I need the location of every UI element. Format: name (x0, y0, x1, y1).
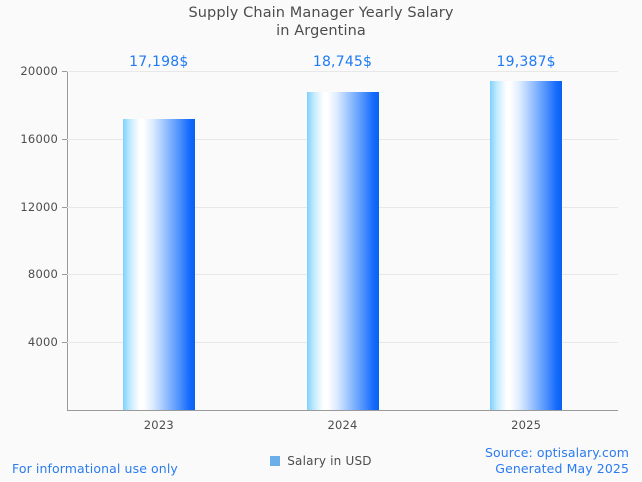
x-tick-label: 2024 (327, 418, 358, 432)
bar-value-label: 19,387$ (496, 54, 556, 70)
plot-area (67, 71, 618, 410)
x-axis-spine (67, 410, 618, 411)
footer-source: Source: optisalary.com (484, 445, 629, 460)
footer-disclaimer: For informational use only (12, 461, 178, 476)
y-tick-label: 4000 (27, 335, 58, 349)
bar-value-label: 18,745$ (312, 54, 373, 70)
footer-source-block: Source: optisalary.com Generated May 202… (485, 445, 629, 477)
x-tick-label: 2025 (511, 418, 542, 432)
y-tick-mark (62, 207, 67, 208)
legend-item-label: Salary in USD (287, 454, 372, 468)
chart-title: Supply Chain Manager Yearly Salary in Ar… (0, 4, 642, 40)
gridline (67, 71, 618, 72)
legend-swatch-icon (270, 456, 281, 466)
bar[interactable] (490, 81, 563, 410)
y-tick-label: 20000 (20, 64, 58, 78)
bar[interactable] (306, 92, 379, 410)
y-tick-mark (62, 139, 67, 140)
bar-value-label: 17,198$ (129, 54, 189, 70)
y-axis-spine (67, 71, 68, 411)
y-tick-mark (62, 274, 67, 275)
y-tick-label: 8000 (27, 267, 58, 281)
chart-legend: Salary in USD (0, 454, 642, 468)
chart-title-line-2: in Argentina (276, 23, 366, 39)
y-tick-mark (62, 342, 67, 343)
y-tick-label: 16000 (20, 132, 58, 146)
y-tick-mark (62, 71, 67, 72)
chart-title-line-1: Supply Chain Manager Yearly Salary (188, 5, 454, 21)
x-tick-label: 2023 (143, 418, 174, 432)
footer-generated: Generated May 2025 (495, 461, 629, 476)
y-tick-label: 12000 (20, 200, 58, 214)
bar[interactable] (122, 118, 195, 410)
